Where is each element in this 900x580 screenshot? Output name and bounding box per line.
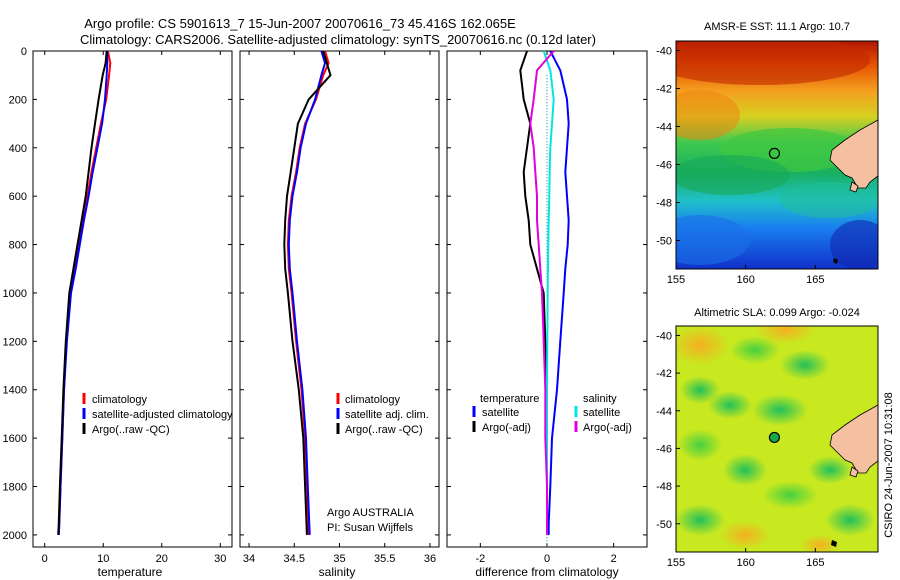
x-tick-label: 34.5 <box>284 553 305 565</box>
y-tick-label: 2000 <box>3 530 27 542</box>
x-tick-label: 30 <box>214 553 226 565</box>
x-tick-label: 20 <box>156 553 168 565</box>
land-stewart-island <box>849 466 859 478</box>
y-tick-label: 1400 <box>3 385 27 397</box>
land-stewart-island <box>849 181 859 193</box>
legend-label-argo: Argo(..raw -QC) <box>92 424 170 436</box>
land-auckland-islands <box>831 540 837 547</box>
figure-title-line2: Climatology: CARS2006. Satellite-adjuste… <box>80 32 596 47</box>
temperature-xlabel: temperature <box>98 565 163 579</box>
side-stamp: CSIRO 24-Jun-2007 10:31:08 <box>883 392 895 538</box>
y-tick-label: 1800 <box>3 482 27 494</box>
map-y-tick-label: -46 <box>656 443 672 455</box>
map-y-tick-label: -44 <box>656 122 672 134</box>
map-x-tick-label: 155 <box>667 274 685 286</box>
x-tick-label: 35.5 <box>374 553 395 565</box>
land-south-island <box>829 404 878 474</box>
y-tick-label: 200 <box>9 94 27 106</box>
map-y-tick-label: -42 <box>656 84 672 96</box>
x-tick-label: 2 <box>611 553 617 565</box>
series-argo-raw-qc- <box>57 51 108 535</box>
legend-label-temp-satellite: satellite <box>482 407 519 419</box>
map-y-tick-label: -48 <box>656 481 672 493</box>
sla-map-title: Altimetric SLA: 0.099 Argo: -0.024 <box>694 307 860 319</box>
legend-label-satellite: satellite-adjusted climatology <box>92 409 233 421</box>
legend-label-climatology: climatology <box>92 394 148 406</box>
y-tick-label: 1000 <box>3 288 27 300</box>
legend-heading-salinity: salinity <box>583 393 617 405</box>
x-tick-label: 34 <box>243 553 255 565</box>
map-y-tick-label: -40 <box>656 46 672 58</box>
legend-label-climatology: climatology <box>345 394 401 406</box>
y-tick-label: 1600 <box>3 433 27 445</box>
y-tick-label: 600 <box>9 191 27 203</box>
argo-float-marker-sst <box>768 147 781 160</box>
difference-xlabel: difference from climatology <box>475 565 618 579</box>
salinity-xlabel: salinity <box>319 565 356 579</box>
legend-label-temp-argo: Argo(-adj) <box>482 422 531 434</box>
map-x-tick-label: 165 <box>806 557 824 569</box>
map-x-tick-label: 155 <box>667 557 685 569</box>
legend-label-sal-satellite: satellite <box>583 407 620 419</box>
series-salinity-argo-adj- <box>529 51 555 535</box>
map-x-tick-label: 160 <box>736 274 754 286</box>
salinity-axes <box>239 50 440 548</box>
legend-label-sal-argo: Argo(-adj) <box>583 422 632 434</box>
x-tick-label: 36 <box>424 553 436 565</box>
sla-map-frame <box>675 325 879 553</box>
map-y-tick-label: -40 <box>656 330 672 342</box>
series-salinity-satellite <box>542 51 555 535</box>
map-x-tick-label: 160 <box>736 557 754 569</box>
salinity-legend: climatology satellite adj. clim. Argo(..… <box>336 393 429 436</box>
series-argo-raw-qc- <box>283 51 332 535</box>
x-tick-label: 10 <box>97 553 109 565</box>
difference-legend: temperature satellite Argo(-adj) salinit… <box>472 393 632 434</box>
map-y-tick-label: -44 <box>656 406 672 418</box>
figure-title-line1: Argo profile: CS 5901613_7 15-Jun-2007 2… <box>84 16 516 31</box>
sst-map-frame <box>675 40 879 270</box>
legend-label-argo: Argo(..raw -QC) <box>345 424 423 436</box>
sst-map-title: AMSR-E SST: 11.1 Argo: 10.7 <box>704 21 850 33</box>
map-y-tick-label: -50 <box>656 519 672 531</box>
map-y-tick-label: -46 <box>656 160 672 172</box>
y-tick-label: 0 <box>21 46 27 58</box>
credit-line2: PI: Susan Wijffels <box>327 522 413 534</box>
legend-label-satellite: satellite adj. clim. <box>345 409 429 421</box>
temperature-legend: climatology satellite-adjusted climatolo… <box>82 393 233 436</box>
y-tick-label: 400 <box>9 143 27 155</box>
land-south-island <box>829 119 878 189</box>
map-y-tick-label: -50 <box>656 236 672 248</box>
legend-heading-temperature: temperature <box>480 393 539 405</box>
map-x-tick-label: 165 <box>806 274 824 286</box>
sst-heatmap <box>676 41 878 269</box>
x-tick-label: 35 <box>333 553 345 565</box>
argo-float-marker-sla <box>768 431 781 444</box>
land-auckland-islands <box>833 258 838 264</box>
x-tick-label: 0 <box>544 553 550 565</box>
credit-line1: Argo AUSTRALIA <box>327 507 414 519</box>
y-tick-label: 1200 <box>3 336 27 348</box>
x-tick-label: -2 <box>475 553 485 565</box>
x-tick-label: 0 <box>42 553 48 565</box>
y-tick-label: 800 <box>9 240 27 252</box>
series-temperature-satellite <box>547 51 570 535</box>
map-y-tick-label: -48 <box>656 198 672 210</box>
map-y-tick-label: -42 <box>656 368 672 380</box>
temperature-axes <box>32 50 233 548</box>
